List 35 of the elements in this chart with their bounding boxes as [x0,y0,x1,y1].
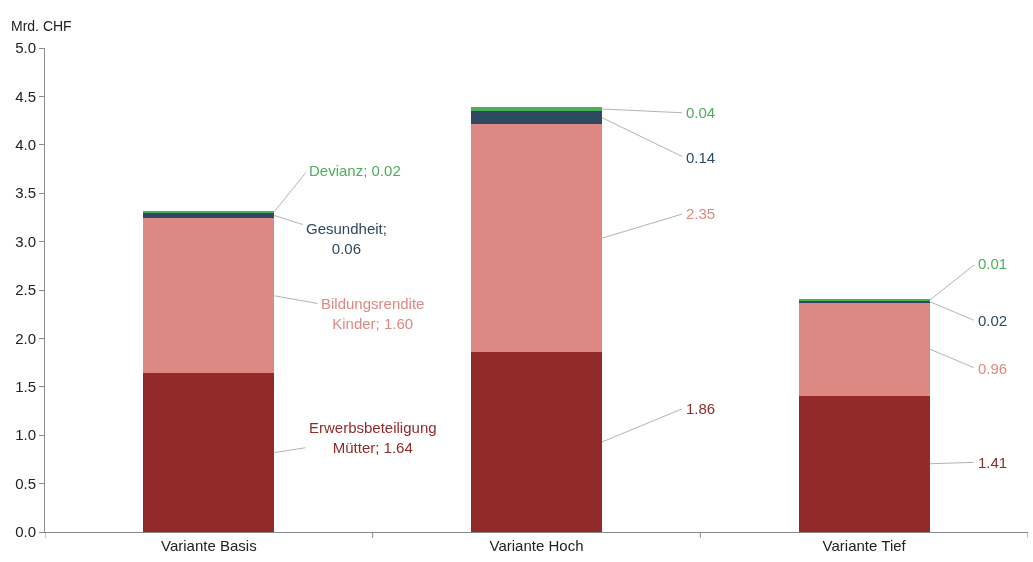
bar [470,124,603,352]
y-tick-label: 4.0 [15,136,36,154]
data-label: Devianz; 0.02 [309,162,401,179]
y-tick-label: 1.0 [15,426,36,444]
data-label: 0.01 [978,255,1008,272]
x-tick-label: Variante Hoch [489,537,584,554]
data-label: 1.86 [686,400,716,417]
y-axis-title: Mrd. CHF [11,18,72,34]
y-tick-label: 1.5 [15,378,36,396]
bar [470,107,603,111]
data-label: 0.96 [978,360,1008,377]
data-label: Gesundheit; 0.06 [306,220,387,257]
data-label: Bildungsrendite Kinder; 1.60 [321,295,425,332]
y-tick-label: 3.5 [15,184,36,202]
bar [143,218,275,374]
y-tick-label: 5.0 [15,39,36,57]
y-tick-label: 2.0 [15,329,36,347]
bar [143,373,275,532]
x-tick-label: Variante Tief [822,537,907,554]
y-tick-label: 4.5 [15,87,36,105]
bar [470,351,603,532]
x-tick-label: Variante Basis [161,537,257,554]
data-label: Erwerbsbeteiligung Mütter; 1.64 [309,419,437,456]
data-label: 0.04 [686,104,716,121]
y-tick-label: 3.0 [15,232,36,250]
data-label: 2.35 [686,205,716,222]
y-tick-label: 0.0 [15,523,36,541]
data-label: 0.02 [978,312,1008,329]
y-tick-label: 2.5 [15,281,36,299]
bar [470,110,603,125]
data-label: 1.41 [978,454,1008,471]
y-tick-label: 0.5 [15,474,36,492]
bar [798,395,930,532]
data-label: 0.14 [686,149,716,166]
bar [798,302,930,396]
